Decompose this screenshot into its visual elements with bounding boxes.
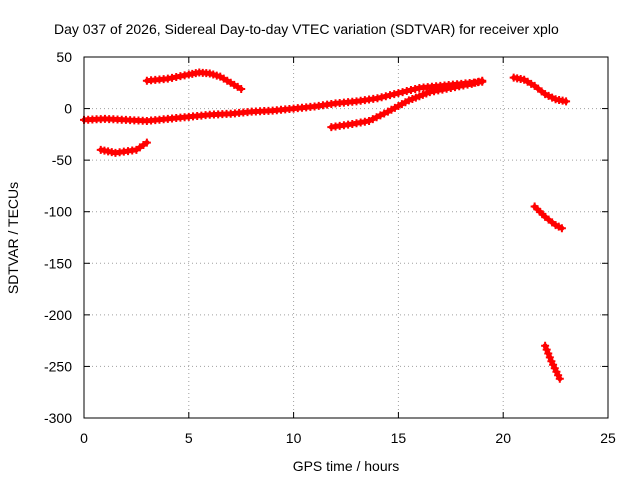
data-point — [555, 374, 564, 383]
x-tick-label: 20 — [495, 430, 511, 446]
data-point — [394, 89, 403, 98]
data-series — [80, 68, 571, 383]
x-tick-label: 10 — [286, 430, 302, 446]
data-point — [237, 84, 246, 93]
data-point — [377, 93, 386, 102]
data-point — [557, 224, 566, 233]
data-point — [398, 88, 407, 97]
data-point — [545, 353, 554, 362]
axis-ticks — [83, 56, 609, 419]
y-tick-label: -300 — [44, 410, 72, 426]
series-arc-4 — [327, 76, 487, 132]
data-point — [402, 87, 411, 96]
series-arc-6 — [530, 202, 566, 233]
y-tick-label: -100 — [44, 204, 72, 220]
series-arc-1 — [80, 77, 487, 125]
data-point — [386, 91, 395, 100]
x-axis-title: GPS time / hours — [293, 458, 400, 474]
y-tick-label: 0 — [64, 101, 72, 117]
y-tick-label: -200 — [44, 307, 72, 323]
x-tick-label: 15 — [391, 430, 407, 446]
data-point — [390, 90, 399, 99]
series-arc-7 — [541, 341, 564, 383]
chart-title: Day 037 of 2026, Sidereal Day-to-day VTE… — [54, 21, 559, 37]
data-point — [541, 341, 550, 350]
plot-frame — [83, 56, 609, 419]
y-tick-label: -150 — [44, 255, 72, 271]
x-tick-label: 0 — [80, 430, 88, 446]
y-axis-title: SDTVAR / TECUs — [5, 182, 21, 294]
tick-labels: 0 5 10 15 20 25 50 0 -50 -100 -150 -200 -250 -300 — [44, 49, 616, 446]
data-point — [562, 97, 571, 106]
data-point — [544, 349, 553, 358]
data-point — [411, 84, 420, 93]
series-arc-3 — [96, 138, 151, 157]
data-point — [142, 138, 151, 147]
x-tick-label: 25 — [600, 430, 616, 446]
y-tick-label: -50 — [52, 152, 72, 168]
grid-lines — [84, 57, 608, 418]
series-arc-5 — [509, 73, 571, 106]
y-tick-label: -250 — [44, 358, 72, 374]
data-point — [406, 86, 415, 95]
x-tick-label: 5 — [185, 430, 193, 446]
y-tick-label: 50 — [56, 49, 72, 65]
data-point — [478, 76, 487, 85]
data-point — [373, 94, 382, 103]
series-arc-2 — [142, 68, 246, 93]
data-point — [542, 345, 551, 354]
data-point — [381, 92, 390, 101]
